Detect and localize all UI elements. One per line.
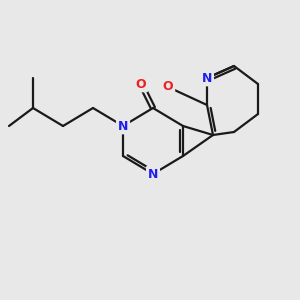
Text: N: N (148, 167, 158, 181)
Text: N: N (118, 119, 128, 133)
Text: O: O (163, 80, 173, 94)
Text: O: O (136, 77, 146, 91)
Text: N: N (202, 71, 212, 85)
